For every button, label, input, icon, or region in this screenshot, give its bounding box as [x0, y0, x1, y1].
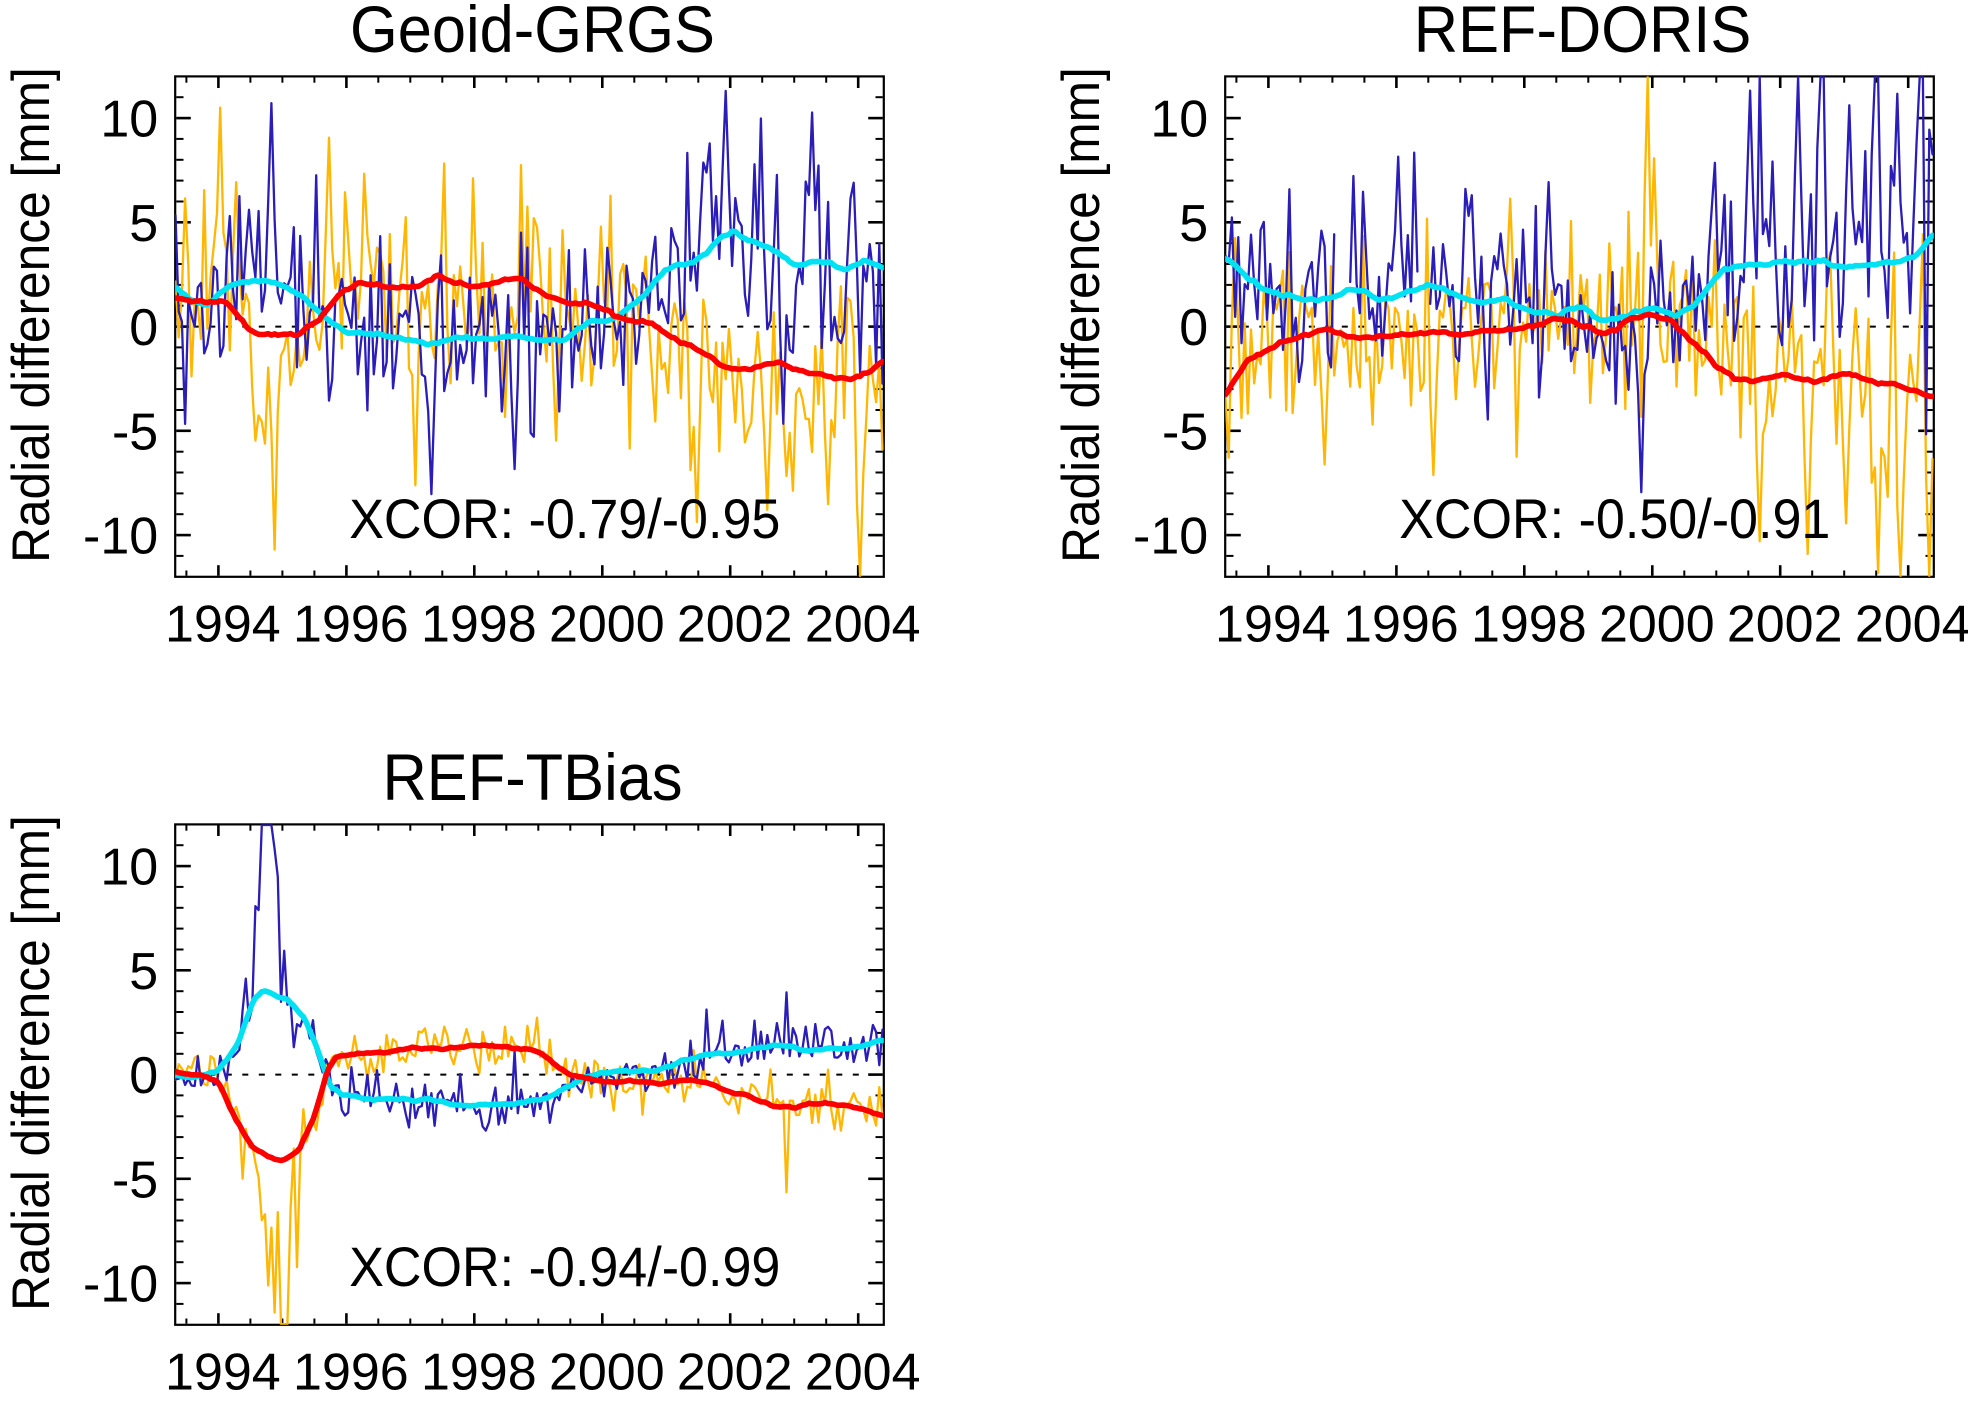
svg-text:1996: 1996: [293, 596, 409, 654]
svg-text:0: 0: [129, 1047, 158, 1105]
svg-text:5: 5: [1179, 195, 1208, 253]
svg-text:Radial difference [mm]: Radial difference [mm]: [2, 67, 61, 563]
svg-text:2004: 2004: [805, 596, 921, 654]
svg-text:Radial difference [mm]: Radial difference [mm]: [2, 815, 61, 1311]
svg-text:2002: 2002: [1727, 596, 1843, 654]
svg-text:REF-TBias: REF-TBias: [382, 740, 682, 815]
svg-text:10: 10: [100, 839, 158, 897]
svg-text:Radial difference [mm]: Radial difference [mm]: [1052, 67, 1111, 563]
svg-text:2000: 2000: [1599, 596, 1715, 654]
svg-text:-10: -10: [1133, 508, 1208, 566]
svg-text:1994: 1994: [1215, 596, 1331, 654]
svg-text:Geoid-GRGS: Geoid-GRGS: [350, 0, 715, 66]
svg-text:1994: 1994: [165, 1344, 281, 1402]
svg-text:XCOR: -0.50/-0.91: XCOR: -0.50/-0.91: [1399, 488, 1830, 550]
svg-text:-5: -5: [1162, 403, 1208, 461]
svg-text:2000: 2000: [549, 1344, 665, 1402]
svg-text:-10: -10: [83, 508, 158, 566]
svg-text:2002: 2002: [677, 596, 793, 654]
svg-text:5: 5: [129, 943, 158, 1001]
svg-text:2004: 2004: [805, 1344, 921, 1402]
svg-text:1996: 1996: [293, 1344, 409, 1402]
svg-text:2000: 2000: [549, 596, 665, 654]
svg-text:1998: 1998: [421, 1344, 537, 1402]
svg-text:-5: -5: [112, 403, 158, 461]
svg-text:1998: 1998: [1471, 596, 1587, 654]
svg-text:1994: 1994: [165, 596, 281, 654]
svg-text:10: 10: [1150, 91, 1208, 149]
svg-text:5: 5: [129, 195, 158, 253]
svg-text:-10: -10: [83, 1256, 158, 1314]
svg-text:2002: 2002: [677, 1344, 793, 1402]
svg-text:2004: 2004: [1855, 596, 1968, 654]
svg-text:10: 10: [100, 91, 158, 149]
svg-text:0: 0: [129, 299, 158, 357]
svg-text:-5: -5: [112, 1151, 158, 1209]
svg-text:1998: 1998: [421, 596, 537, 654]
svg-text:XCOR: -0.94/-0.99: XCOR: -0.94/-0.99: [349, 1236, 780, 1298]
svg-text:XCOR: -0.79/-0.95: XCOR: -0.79/-0.95: [349, 488, 780, 550]
svg-text:0: 0: [1179, 299, 1208, 357]
svg-text:REF-DORIS: REF-DORIS: [1414, 0, 1752, 66]
svg-text:1996: 1996: [1343, 596, 1459, 654]
